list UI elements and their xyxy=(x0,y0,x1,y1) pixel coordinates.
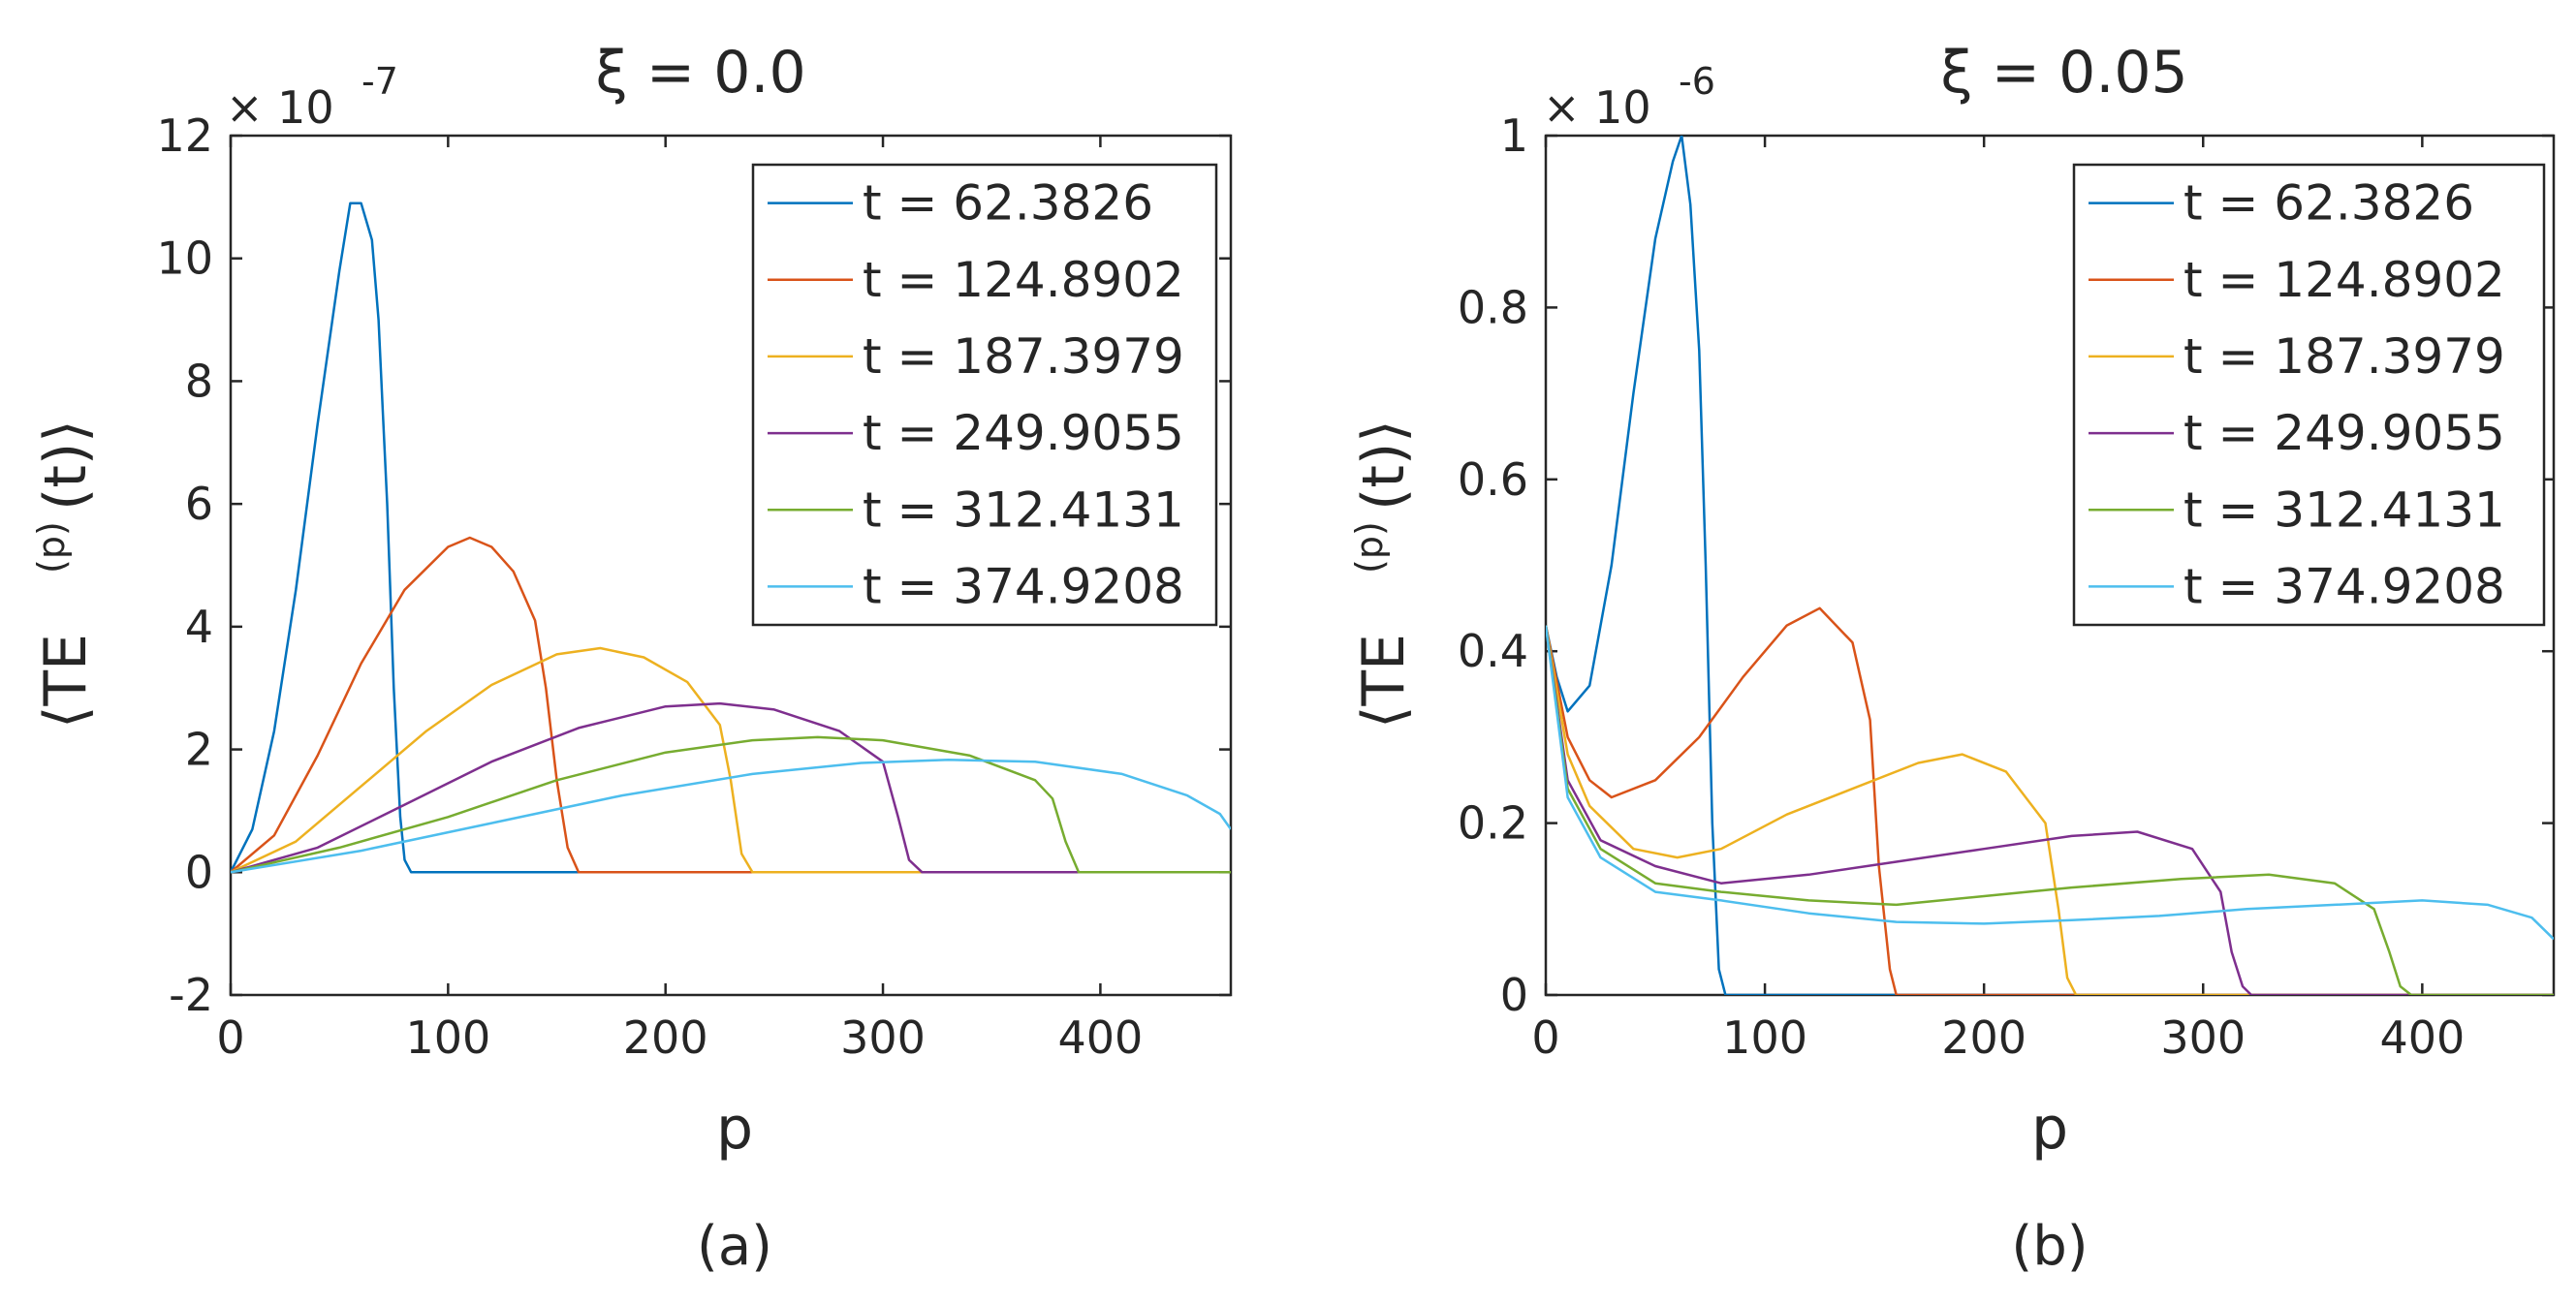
panel-b-x-tick-label: 100 xyxy=(1722,1011,1807,1064)
panel-b-y-tick-label: 0.8 xyxy=(1458,281,1528,333)
panel-a-y-tick-label: 12 xyxy=(156,109,213,162)
panel-a-legend-label: t = 62.3826 xyxy=(863,175,1153,232)
panel-a-series-line-6 xyxy=(231,759,1231,874)
panel-a-x-tick-label: 0 xyxy=(216,1011,244,1064)
panel-b-series-line-6 xyxy=(1546,625,2554,941)
panel-a-y-tick-label: 2 xyxy=(185,724,213,776)
panel-a-x-tick-label: 400 xyxy=(1057,1011,1143,1064)
panel-b-y-label-sup: (p) xyxy=(1348,521,1391,574)
panel-b-chart: ξ = 0.05 × 10 -6 0 100 200 300 400 0 0.2 0.4 0.6… xyxy=(1348,39,2556,1278)
panel-a-legend: t = 62.3826 t = 124.8902 t = 187.3979 t = 2… xyxy=(751,163,1218,627)
panel-a-y-axis-label: ⟨TE (p) (t)⟩ xyxy=(30,419,100,729)
panel-b-y-exponent-power: -6 xyxy=(1679,60,1715,103)
panel-a-x-tick-label: 200 xyxy=(623,1011,708,1064)
panel-b-legend-box xyxy=(2072,163,2546,627)
panel-b-y-tick-label: 0 xyxy=(1500,969,1528,1021)
panel-a-chart: ξ = 0.0 × 10 -7 0 100 200 300 400-2024681012… xyxy=(30,39,1233,1278)
panel-b-legend: t = 62.3826 t = 124.8902 t = 187.3979 t = 2… xyxy=(2072,163,2546,627)
panel-b-legend-label: t = 249.9055 xyxy=(2183,405,2505,461)
panel-a-legend-label: t = 312.4131 xyxy=(863,482,1184,538)
panel-a-legend-label: t = 249.9055 xyxy=(863,405,1184,461)
panel-a-caption: (a) xyxy=(697,1215,772,1278)
panel-b-series-line-5 xyxy=(1546,625,2554,995)
panel-b-series-line-4 xyxy=(1546,625,2554,995)
panel-b-y-exponent: × 10 -6 xyxy=(1543,60,1715,134)
panel-a-y-exponent: × 10 -7 xyxy=(226,60,398,134)
panel-a-series-line-2 xyxy=(231,536,1231,874)
panel-b-legend-label: t = 62.3826 xyxy=(2183,175,2474,232)
panel-b-legend-label: t = 312.4131 xyxy=(2183,482,2505,538)
panel-a-x-axis-label: p xyxy=(716,1095,753,1163)
panel-b-y-label-tail: (t)⟩ xyxy=(1350,419,1418,511)
panel-a-legend-label: t = 187.3979 xyxy=(863,328,1184,385)
panel-a-x-tick-label: 300 xyxy=(840,1011,926,1064)
panel-b-y-exponent-base: × 10 xyxy=(1543,81,1651,134)
panel-a-y-tick-label: 4 xyxy=(185,601,213,653)
panel-b-series-line-2 xyxy=(1546,606,2554,995)
panel-b-y-tick-label: 0.4 xyxy=(1458,625,1528,677)
panel-b-y-tick-label: 1 xyxy=(1500,109,1528,162)
panel-a-y-tick-label: 0 xyxy=(185,846,213,898)
panel-b-caption: (b) xyxy=(2011,1215,2088,1278)
panel-a-series-line-5 xyxy=(231,735,1231,874)
panel-a-y-exponent-power: -7 xyxy=(361,60,398,103)
panel-b-y-label-main: ⟨TE xyxy=(1350,634,1418,729)
panel-b-legend-label: t = 187.3979 xyxy=(2183,328,2505,385)
panel-a-title: ξ = 0.0 xyxy=(595,39,805,107)
panel-b-series-line-3 xyxy=(1546,625,2554,995)
panel-a-legend-label: t = 124.8902 xyxy=(863,252,1184,308)
panel-b-y-tick-label: 0.6 xyxy=(1458,453,1528,506)
panel-b-x-tick-label: 400 xyxy=(2379,1011,2465,1064)
panel-a-series-line-3 xyxy=(231,646,1231,874)
panel-a-series-line-4 xyxy=(231,701,1231,874)
panel-b-y-tick-label: 0.2 xyxy=(1458,797,1528,850)
panel-b-x-tick-label: 200 xyxy=(1941,1011,2026,1064)
panel-b-legend-label: t = 124.8902 xyxy=(2183,252,2505,308)
panel-a-y-exponent-base: × 10 xyxy=(226,81,334,134)
panel-a-legend-label: t = 374.9208 xyxy=(863,558,1184,614)
panel-a-legend-box xyxy=(751,163,1218,627)
panel-a-y-tick-label: 6 xyxy=(185,478,213,530)
panel-b-title: ξ = 0.05 xyxy=(1940,39,2187,107)
panel-a-y-tick-label: 8 xyxy=(185,355,213,407)
panel-a-y-label-tail: (t)⟩ xyxy=(32,419,100,511)
panel-b-x-axis-label: p xyxy=(2031,1095,2068,1163)
panel-a-y-label-sup: (p) xyxy=(30,521,73,574)
panel-b-legend-label: t = 374.9208 xyxy=(2183,558,2505,614)
panel-b-x-tick-label: 300 xyxy=(2160,1011,2246,1064)
panel-a-y-label-main: ⟨TE xyxy=(32,634,100,729)
panel-a-y-tick-label: 10 xyxy=(156,233,213,285)
panel-a-x-tick-label: 100 xyxy=(405,1011,490,1064)
panel-a-y-tick-label: -2 xyxy=(169,969,213,1021)
panel-b-series-line-1 xyxy=(1546,136,2554,995)
panel-b-x-tick-label: 0 xyxy=(1531,1011,1559,1064)
panel-b-y-axis-label: ⟨TE (p) (t)⟩ xyxy=(1348,419,1418,729)
